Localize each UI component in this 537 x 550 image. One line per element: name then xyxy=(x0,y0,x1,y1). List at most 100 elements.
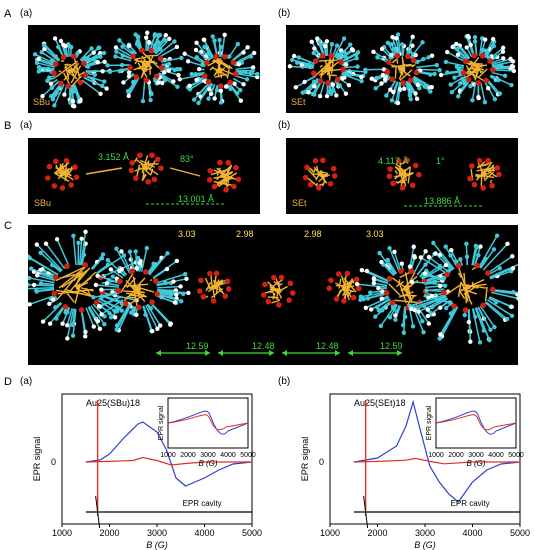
inset-red-line xyxy=(167,414,249,431)
cluster-sbu-2 xyxy=(105,30,184,104)
inset-x-label: B (G) xyxy=(198,459,217,468)
ligand-label-sbu: SBu xyxy=(33,97,51,107)
c-arrowhead-right-2 xyxy=(269,350,274,356)
y-axis-label: EPR signal xyxy=(300,437,310,482)
panel-b-sub-b: (b) xyxy=(278,120,291,131)
series-blue-line xyxy=(353,399,521,503)
x-tick-label-5000: 5000 xyxy=(242,528,262,538)
angle-label-b: 1° xyxy=(436,156,445,166)
chain-left-ligand-2 xyxy=(91,245,191,334)
inset-x-label: B (G) xyxy=(466,459,485,468)
inset-x-tick-1000: 1000 xyxy=(160,452,176,459)
c-bottom-label-2: 12.48 xyxy=(252,341,275,351)
inset-x-tick-5000: 5000 xyxy=(508,452,524,459)
cluster-set-1 xyxy=(287,36,368,99)
distance-label-a2: 13.001 Å xyxy=(178,194,215,204)
panel-d-letter: D xyxy=(4,376,12,388)
inset-y-label: EPR signal xyxy=(158,405,165,440)
core-set-2 xyxy=(386,157,422,191)
ligand-label-sbu-b: SBu xyxy=(34,198,52,208)
cluster-set-3 xyxy=(438,33,517,105)
x-tick-label-2000: 2000 xyxy=(367,528,387,538)
distance-label-b1: 4.117 Å xyxy=(378,156,409,166)
x-tick-label-1000: 1000 xyxy=(52,528,72,538)
c-top-label-1: 3.03 xyxy=(178,229,196,239)
x-tick-label-4000: 4000 xyxy=(462,528,482,538)
panel-c-image-chain: 3.03 2.98 2.98 3.03 12.59 12.48 12.48 12… xyxy=(28,225,518,365)
inset-x-tick-4000: 4000 xyxy=(488,452,504,459)
bond-link-1 xyxy=(85,167,123,175)
epr-chart-set: 1000 2000 3000 4000 5000 B (G) EPR signal 0 Au25… xyxy=(300,393,530,550)
cluster-sbu-3 xyxy=(177,32,260,106)
inset-x-tick-2000: 2000 xyxy=(448,452,464,459)
c-arrowhead-right-1 xyxy=(205,350,210,356)
inset-y-label: EPR signal xyxy=(426,405,433,440)
core-sbu-2 xyxy=(128,152,164,185)
series-red-line xyxy=(353,457,520,465)
c-top-label-3: 2.98 xyxy=(304,229,322,239)
c-arrowhead-left-4 xyxy=(348,350,353,356)
x-tick-label-4000: 4000 xyxy=(194,528,214,538)
panel-b-image-set: SEt 4.117 Å 1° 13.886 Å xyxy=(286,138,518,214)
cavity-label: EPR cavity xyxy=(451,499,490,508)
zero-label: 0 xyxy=(51,457,56,467)
core-set-1 xyxy=(302,157,338,191)
c-top-label-2: 2.98 xyxy=(236,229,254,239)
cavity-spike-black xyxy=(363,495,369,529)
x-tick-label-3000: 3000 xyxy=(147,528,167,538)
c-arrowhead-right-3 xyxy=(335,350,340,356)
chain-core-3 xyxy=(326,270,362,304)
panel-d-sub-a: (a) xyxy=(20,376,33,387)
x-axis-label: B (G) xyxy=(146,540,168,550)
inset-x-tick-1000: 1000 xyxy=(428,452,444,459)
c-top-label-4: 3.03 xyxy=(366,229,384,239)
chart-title: Au25(SBu)18 xyxy=(86,398,140,408)
x-tick-label-1000: 1000 xyxy=(320,528,340,538)
inset-x-tick-2000: 2000 xyxy=(180,452,196,459)
panel-b-sub-a: (a) xyxy=(20,120,33,131)
panel-a-letter: A xyxy=(4,8,12,20)
ligand-label-set: SEt xyxy=(291,97,306,107)
chain-left-ligand-1 xyxy=(28,229,139,341)
inset-frame xyxy=(167,397,249,449)
angle-label-a: 83° xyxy=(180,154,194,164)
chain-core-1 xyxy=(196,270,232,304)
c-bottom-label-3: 12.48 xyxy=(316,341,339,351)
c-arrowhead-left-3 xyxy=(282,350,287,356)
c-arrowhead-right-4 xyxy=(397,350,402,356)
bond-link-2 xyxy=(169,167,201,177)
series-red-line xyxy=(85,456,252,466)
inset-x-tick-5000: 5000 xyxy=(240,452,256,459)
c-bottom-label-4: 12.59 xyxy=(380,341,403,351)
panel-a-sub-a: (a) xyxy=(20,8,33,19)
c-bottom-label-1: 12.59 xyxy=(186,341,209,351)
ligand-label-set-b: SEt xyxy=(292,198,307,208)
zero-label: 0 xyxy=(319,457,324,467)
x-tick-label-2000: 2000 xyxy=(99,528,119,538)
panel-b-image-sbu: SBu 3.152 Å 83° 13.001 Å xyxy=(28,138,260,214)
x-tick-label-3000: 3000 xyxy=(415,528,435,538)
cavity-label: EPR cavity xyxy=(183,499,222,508)
inset-x-tick-3000: 3000 xyxy=(468,452,484,459)
epr-chart-sbu: 1000 2000 3000 4000 5000 B (G) EPR signal 0 Au25… xyxy=(32,393,262,550)
chain-right-ligand-2 xyxy=(407,233,518,345)
inset-frame xyxy=(435,397,517,449)
distance-label-b2: 13.886 Å xyxy=(424,196,461,206)
chart-title: Au25(SEt)18 xyxy=(354,398,406,408)
panel-b-letter: B xyxy=(4,120,12,132)
cavity-spike-black xyxy=(95,495,101,529)
x-axis-label: B (G) xyxy=(414,540,436,550)
core-sbu-3 xyxy=(206,159,242,193)
core-sbu-1 xyxy=(44,157,80,191)
inset-blue-line xyxy=(435,410,517,435)
inset-blue-line xyxy=(167,410,249,435)
inset-x-tick-3000: 3000 xyxy=(200,452,216,459)
y-axis-label: EPR signal xyxy=(32,437,42,482)
chain-core-2 xyxy=(260,274,296,308)
distance-label-a1: 3.152 Å xyxy=(98,152,130,162)
panel-a-sub-b: (b) xyxy=(278,8,291,19)
series-blue-line xyxy=(85,421,253,487)
inset-red-line xyxy=(435,414,517,431)
cluster-set-2 xyxy=(363,32,442,106)
inset-x-tick-4000: 4000 xyxy=(220,452,236,459)
